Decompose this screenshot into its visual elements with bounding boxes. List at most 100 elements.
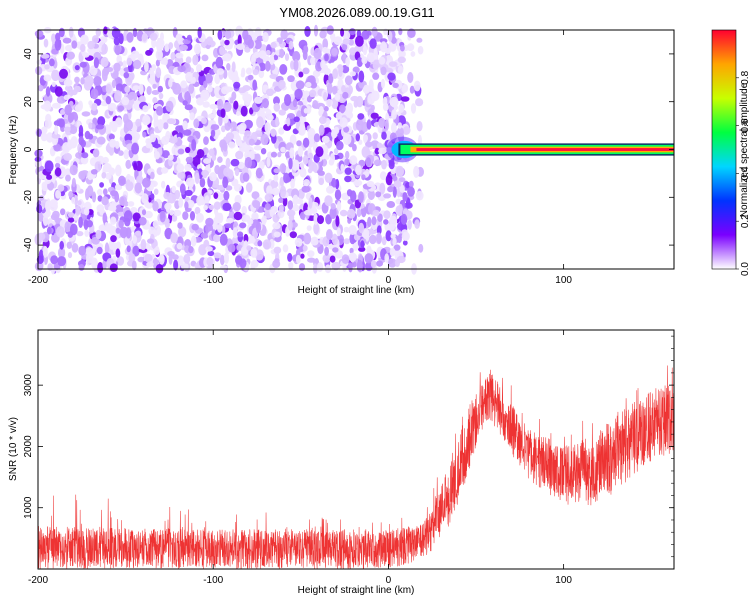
spectrogram-noise-blob (268, 114, 274, 121)
spectrogram-noise-blob (279, 163, 287, 174)
spectrogram-noise-blob (164, 221, 170, 229)
spectrogram-noise-blob (326, 185, 335, 194)
spectrogram-noise-blob (414, 219, 420, 229)
spectrogram-noise-blob (88, 133, 94, 140)
spectrogram-noise-blob (81, 111, 91, 117)
spectrogram-noise-blob (35, 66, 43, 75)
spectrogram-noise-blob (43, 74, 52, 82)
spectrogram-noise-blob (193, 118, 200, 129)
spectrogram-noise-blob (278, 127, 285, 135)
spectrogram-noise-blob (342, 91, 349, 99)
spectrogram-noise-blob (215, 56, 224, 69)
snr-frame (37, 329, 675, 570)
spectrogram-noise-blob (138, 83, 144, 95)
spectrogram-noise-blob (371, 90, 380, 102)
spectrogram-noise-blob (180, 263, 189, 270)
spectrogram-noise-blob (117, 105, 125, 112)
spectrogram-noise-blob (287, 209, 296, 217)
spectrogram-noise-blob (147, 238, 155, 244)
spectrogram-noise-blob (303, 232, 312, 245)
spectrogram-noise-blob (339, 209, 348, 217)
spectrogram-noise-blob (302, 137, 310, 148)
spectrogram-noise-blob (289, 147, 295, 159)
spectrogram-noise-blob (282, 244, 289, 253)
spectrogram-noise-blob (49, 202, 58, 211)
spectrogram-noise-blob (385, 174, 393, 186)
spectrogram-noise-blob (213, 192, 219, 200)
spectrogram-noise-blob (191, 223, 199, 231)
spectrogram-noise-blob (65, 174, 71, 182)
spectrogram-noise-blob (322, 254, 331, 263)
spectrogram-noise-blob (41, 183, 49, 192)
spectrogram-noise-blob (278, 37, 283, 45)
spectrogram-noise-blob (51, 69, 60, 82)
spectrogram-noise-blob (369, 234, 377, 245)
spectrogram-noise-blob (380, 66, 387, 76)
spectrogram-noise-blob (59, 240, 64, 250)
spectrogram-noise-blob (287, 113, 295, 120)
spectrogram-noise-blob (407, 219, 412, 230)
spectrogram-signal-band (386, 136, 674, 163)
spectrogram-noise-blob (352, 242, 359, 251)
spectrogram-noise-blob (351, 261, 357, 268)
spectrogram-noise-blob (350, 190, 357, 203)
spectrogram-noise-blob (63, 126, 71, 132)
spectrogram-noise-blob (254, 39, 262, 50)
spectrogram-noise-blob (113, 62, 121, 73)
spectrogram-noise-blob (395, 165, 405, 177)
spectrogram-noise-blob (223, 190, 230, 201)
spectrogram-noise-blob (253, 145, 262, 151)
spectrogram-noise-blob (255, 167, 263, 179)
spectrogram-noise-blob (329, 207, 337, 219)
spectrogram-noise-blob (307, 250, 315, 258)
spectrogram-noise-blob (53, 143, 61, 152)
spectrogram-noise-blob (152, 220, 159, 229)
spectrogram-noise-blob (118, 219, 124, 229)
spectrogram-noise-blob (288, 157, 293, 170)
spectrogram-noise-blob (410, 51, 416, 57)
spectrogram-noise-blob (126, 57, 133, 66)
spectrogram-noise-blob (319, 30, 327, 39)
spectrogram-noise-blob (66, 51, 75, 60)
spectrogram-noise-blob (170, 232, 178, 244)
spectrogram-noise-blob (361, 56, 368, 65)
spectrogram-noise-blob (163, 192, 172, 200)
spectrogram-noise-blob (384, 253, 390, 263)
spectrogram-noise-blob (104, 242, 110, 255)
spectrogram-noise-blob (108, 205, 117, 212)
spectrogram-noise-blob (80, 77, 85, 85)
spectrogram-noise-blob (242, 172, 250, 182)
spectrogram-noise-blob (236, 110, 241, 116)
spectrogram-noise-blob (356, 259, 363, 272)
spectrogram-noise-blob (206, 36, 214, 46)
spectrogram-noise-blob (366, 52, 376, 63)
spectrogram-noise-blob (273, 246, 282, 254)
spectrogram-noise-blob (242, 93, 249, 102)
spectrogram-noise-blob (157, 119, 164, 131)
spectrogram-noise-blob (362, 45, 368, 56)
spectrogram-noise-blob (118, 150, 124, 156)
spectrogram-noise-blob (397, 122, 402, 129)
spectrogram-noise-blob (361, 174, 366, 181)
spectrogram-noise-blob (334, 92, 341, 101)
spectrogram-noise-blob (234, 168, 240, 177)
spectrogram-noise-blob (216, 98, 224, 111)
spectrogram-noise-blob (221, 55, 227, 62)
spectrogram-noise-blob (139, 95, 146, 104)
spectrogram-noise-blob (110, 216, 117, 225)
spectrogram-noise-blob (123, 210, 133, 222)
snr-y-tick-label: 3000 (23, 374, 34, 397)
spectrogram-noise-blob (102, 259, 107, 270)
spectrogram-noise-blob (245, 182, 253, 193)
spectrogram-noise-blob (133, 162, 138, 171)
spectrogram-noise-blob (125, 227, 132, 239)
spectrogram-noise-blob (335, 215, 340, 227)
spectrogram-noise-blob (287, 75, 295, 83)
spectrogram-noise-blob (128, 253, 136, 263)
spectrogram-noise-blob (226, 63, 231, 71)
spectrogram-noise-blob (352, 143, 357, 152)
spectrogram-noise-blob (115, 164, 122, 177)
spectrogram-noise-blob (313, 133, 321, 143)
spectrogram-noise-blob (196, 195, 204, 206)
spectrogram-noise-blob (233, 211, 243, 221)
